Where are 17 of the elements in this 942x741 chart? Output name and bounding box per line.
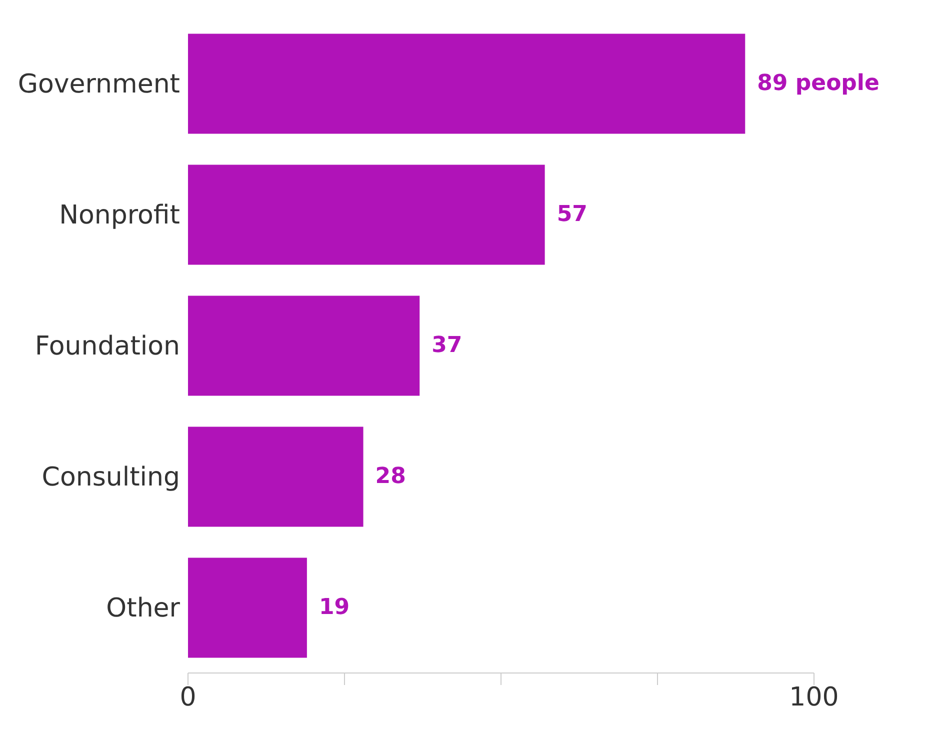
x-tick-label: 0 <box>180 682 196 712</box>
bar <box>188 34 746 134</box>
y-tick-label: Consulting <box>42 462 180 493</box>
data-label: 28 <box>375 464 406 490</box>
data-label: 57 <box>556 202 588 228</box>
data-label: 37 <box>432 333 462 358</box>
data-label: 89 people <box>757 71 880 96</box>
bar <box>188 164 545 265</box>
data-label: 19 <box>318 595 350 620</box>
y-tick-label: Other <box>106 594 180 624</box>
bar <box>188 296 420 396</box>
x-tick-label: 100 <box>789 682 839 712</box>
y-tick-label: Government <box>18 70 180 100</box>
y-tick-label: Foundation <box>34 332 180 362</box>
bar <box>188 426 364 527</box>
bar <box>188 558 307 658</box>
y-tick-label: Nonprofit <box>59 200 180 231</box>
